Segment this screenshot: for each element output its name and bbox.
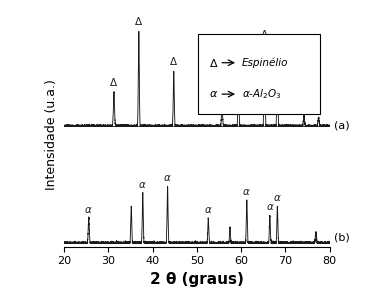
Text: $\Delta$: $\Delta$ [169,55,178,67]
Text: $\Delta$: $\Delta$ [134,15,143,27]
Text: $\alpha$: $\alpha$ [138,180,147,190]
Y-axis label: Intensidade (u.a.): Intensidade (u.a.) [45,79,59,190]
Text: $\alpha$: $\alpha$ [84,205,93,215]
Text: $\Delta$: $\Delta$ [260,28,269,40]
Text: $\alpha$: $\alpha$ [204,205,213,215]
Text: (a): (a) [334,120,349,130]
FancyBboxPatch shape [198,34,320,114]
Text: $\alpha$: $\alpha$ [242,187,251,197]
Text: $\Delta$: $\Delta$ [109,76,119,88]
Text: (b): (b) [334,233,349,243]
Text: $\alpha$: $\alpha$ [273,194,282,204]
Text: $\alpha$-$Al_2O_3$: $\alpha$-$Al_2O_3$ [242,87,282,101]
Text: Espinélio: Espinélio [242,57,288,68]
Text: $\Delta$: $\Delta$ [234,62,243,74]
Text: $\alpha$: $\alpha$ [163,173,172,183]
X-axis label: 2 θ (graus): 2 θ (graus) [150,272,244,287]
Text: $\Delta$: $\Delta$ [209,57,218,69]
Text: $\Delta$: $\Delta$ [217,89,226,101]
Text: $\alpha$: $\alpha$ [209,89,218,99]
Text: $\alpha$: $\alpha$ [266,202,274,213]
